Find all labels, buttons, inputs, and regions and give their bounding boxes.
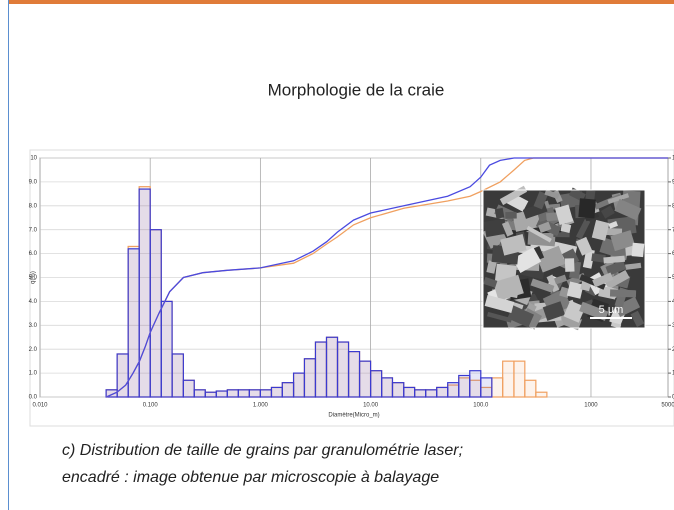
scale-label: 5 µm — [599, 304, 624, 316]
x-tick-label: 10.00 — [363, 403, 379, 409]
bar — [294, 373, 305, 397]
bar — [470, 371, 481, 397]
bar — [161, 301, 172, 397]
bar — [227, 390, 238, 397]
y-tick-label: 6.0 — [29, 251, 38, 257]
y-axis-label: q(%) — [31, 271, 37, 284]
bar — [525, 380, 536, 397]
bar — [172, 354, 183, 397]
grain — [495, 208, 505, 219]
bar — [249, 390, 260, 397]
y-tick-label: 2.0 — [29, 347, 38, 353]
y-tick-label: 8.0 — [29, 203, 38, 209]
bar — [371, 371, 382, 397]
bar — [194, 390, 205, 397]
y-tick-label: 7.0 — [29, 227, 38, 233]
y-tick-label: 10 — [30, 156, 37, 162]
bar — [437, 387, 448, 397]
bar — [315, 342, 326, 397]
y-tick-label: 1.0 — [29, 371, 38, 377]
x-tick-label: 1.000 — [253, 403, 269, 409]
x-tick-label: 0.010 — [32, 403, 48, 409]
bar — [260, 390, 271, 397]
bar — [326, 337, 337, 397]
bar — [349, 352, 360, 397]
x-tick-label: 100.0 — [473, 403, 489, 409]
bar — [404, 387, 415, 397]
bar — [481, 378, 492, 397]
slide-title: Morphologie de la craie — [268, 80, 445, 99]
y-tick-label: 0.0 — [29, 395, 38, 401]
bar — [392, 383, 403, 397]
bar — [514, 361, 525, 397]
bar — [183, 380, 194, 397]
bar — [415, 390, 426, 397]
y-tick-label: 3.0 — [29, 323, 38, 329]
caption-line: encadré : image obtenue par microscopie … — [62, 469, 439, 486]
bar — [448, 383, 459, 397]
bar — [360, 361, 371, 397]
bar — [271, 387, 282, 397]
bar — [382, 378, 393, 397]
x-axis-label: Diamètre(Micro_m) — [328, 413, 379, 419]
slide: Morphologie de la craie 0.0 1.0 2.0 3.0 4.0 5… — [0, 0, 674, 510]
grain — [578, 198, 596, 218]
bar — [282, 383, 293, 397]
bar — [128, 249, 139, 397]
bar — [338, 342, 349, 397]
bar — [238, 390, 249, 397]
bar — [503, 361, 514, 397]
bar — [536, 392, 547, 397]
bar — [459, 375, 470, 397]
bar — [216, 391, 227, 397]
x-tick-label: 1000 — [584, 403, 598, 409]
grain — [610, 289, 636, 297]
grain — [505, 212, 516, 219]
bar — [426, 390, 437, 397]
grain — [565, 258, 575, 272]
bar — [492, 378, 503, 397]
grain — [632, 243, 645, 257]
bar — [205, 392, 216, 397]
bar — [139, 189, 150, 397]
y-tick-label: 9.0 — [29, 179, 38, 185]
bar — [304, 359, 315, 397]
top-border — [8, 0, 674, 4]
x-tick-label: 5000 — [661, 403, 674, 409]
caption-line: c) Distribution de taille de grains par … — [62, 442, 463, 459]
x-tick-label: 0.100 — [143, 403, 159, 409]
y-tick-label: 4.0 — [29, 299, 38, 305]
